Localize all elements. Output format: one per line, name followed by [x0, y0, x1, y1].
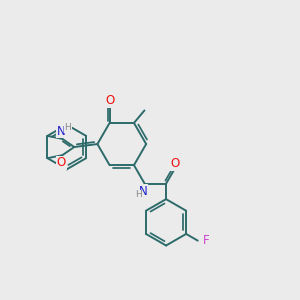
Text: H: H — [135, 190, 142, 200]
Text: O: O — [170, 157, 179, 170]
Text: N: N — [56, 124, 65, 138]
Text: F: F — [203, 234, 210, 247]
Text: H: H — [64, 123, 71, 132]
Text: O: O — [105, 94, 114, 107]
Text: N: N — [139, 185, 148, 198]
Text: O: O — [57, 156, 66, 170]
